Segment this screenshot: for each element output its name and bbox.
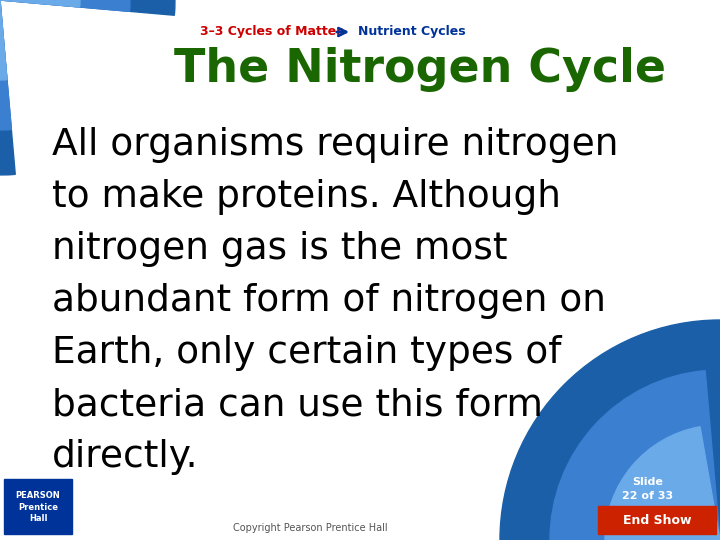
Bar xyxy=(4,479,72,534)
Text: All organisms require nitrogen: All organisms require nitrogen xyxy=(52,127,618,163)
Wedge shape xyxy=(550,370,720,540)
Text: The Nitrogen Cycle: The Nitrogen Cycle xyxy=(174,48,666,92)
Text: Copyright Pearson Prentice Hall: Copyright Pearson Prentice Hall xyxy=(233,523,387,533)
Text: nitrogen gas is the most: nitrogen gas is the most xyxy=(52,231,508,267)
Text: End Show: End Show xyxy=(623,514,691,526)
Wedge shape xyxy=(0,0,175,175)
Wedge shape xyxy=(0,0,130,130)
Text: PEARSON
Prentice
Hall: PEARSON Prentice Hall xyxy=(16,491,60,523)
Text: directly.: directly. xyxy=(52,439,199,475)
Text: bacteria can use this form: bacteria can use this form xyxy=(52,387,543,423)
Text: to make proteins. Although: to make proteins. Although xyxy=(52,179,561,215)
Text: 22 of 33: 22 of 33 xyxy=(622,491,674,501)
Wedge shape xyxy=(605,427,720,540)
Text: 3–3 Cycles of Matter: 3–3 Cycles of Matter xyxy=(200,25,343,38)
Bar xyxy=(598,506,716,534)
Text: Slide: Slide xyxy=(633,477,663,487)
Text: Nutrient Cycles: Nutrient Cycles xyxy=(358,25,466,38)
Text: abundant form of nitrogen on: abundant form of nitrogen on xyxy=(52,283,606,319)
Wedge shape xyxy=(500,320,720,540)
Text: Earth, only certain types of: Earth, only certain types of xyxy=(52,335,562,371)
Wedge shape xyxy=(0,0,80,80)
